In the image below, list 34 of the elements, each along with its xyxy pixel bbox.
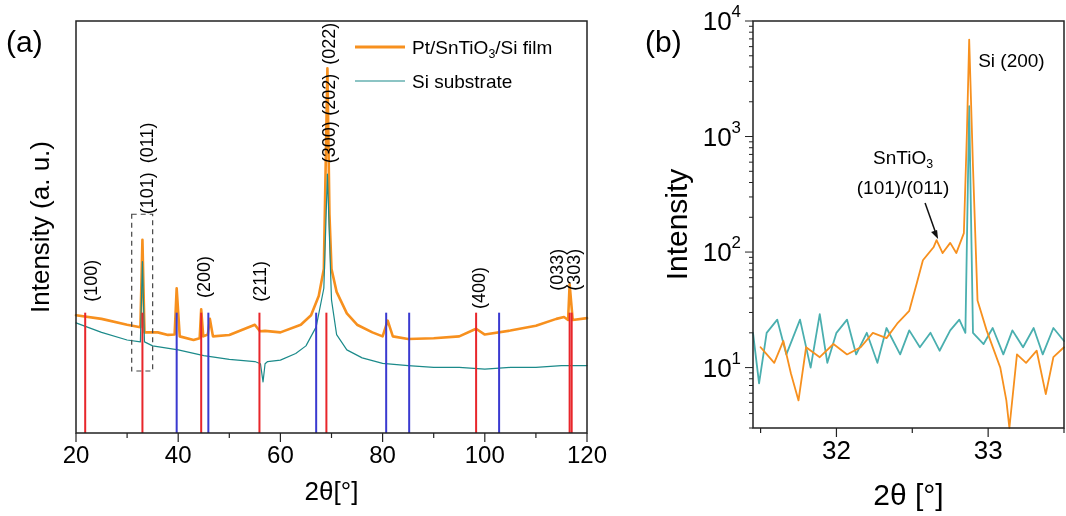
y-tick-label: 10$^{2}$ <box>702 233 741 268</box>
x-tick-label: 120 <box>566 440 608 468</box>
chart-title: (b) <box>645 25 682 58</box>
x-axis-title: 2θ[°] <box>304 476 359 506</box>
annotation: (100) <box>81 259 102 302</box>
annotation: (300) <box>318 121 339 164</box>
annotation: (011) <box>137 122 158 164</box>
line-series <box>759 38 1065 429</box>
y-tick-label: 10$^{3}$ <box>702 117 741 152</box>
legend-label: Si substrate <box>412 70 513 92</box>
annotation: (211) <box>249 261 270 302</box>
x-tick-label: 33 <box>973 435 1003 466</box>
x-axis-title: 2θ [°] <box>873 478 944 511</box>
x-tick-label: 80 <box>369 440 396 468</box>
annotation: (200) <box>193 256 214 299</box>
annotation: (400) <box>468 267 489 310</box>
x-tick-label: 40 <box>164 440 192 468</box>
legend-label: Pt/SnTiO$_{3}$/Si film <box>412 36 553 61</box>
text: (022) <box>318 22 339 65</box>
annotation: (033) <box>546 248 567 291</box>
y-axis-title: Intensity (a. u.) <box>25 141 55 313</box>
y-axis-title: Intensity <box>659 168 693 281</box>
y-tick-label: 10$^{1}$ <box>702 348 741 383</box>
annotation: SnTiO$_{3}$ (101)/(011) <box>856 146 950 198</box>
line-series <box>752 105 1065 385</box>
x-tick-label: 60 <box>267 440 294 468</box>
y-tick-label: 10$^{4}$ <box>702 2 741 36</box>
annotation: (101) <box>137 172 158 215</box>
annotation: Si (200) <box>978 49 1045 71</box>
chart-title: (a) <box>6 25 43 58</box>
annotation: (202) <box>318 73 339 116</box>
x-tick-label: 20 <box>62 440 90 468</box>
x-tick-label: 100 <box>464 440 505 468</box>
x-tick-label: 32 <box>821 435 851 466</box>
